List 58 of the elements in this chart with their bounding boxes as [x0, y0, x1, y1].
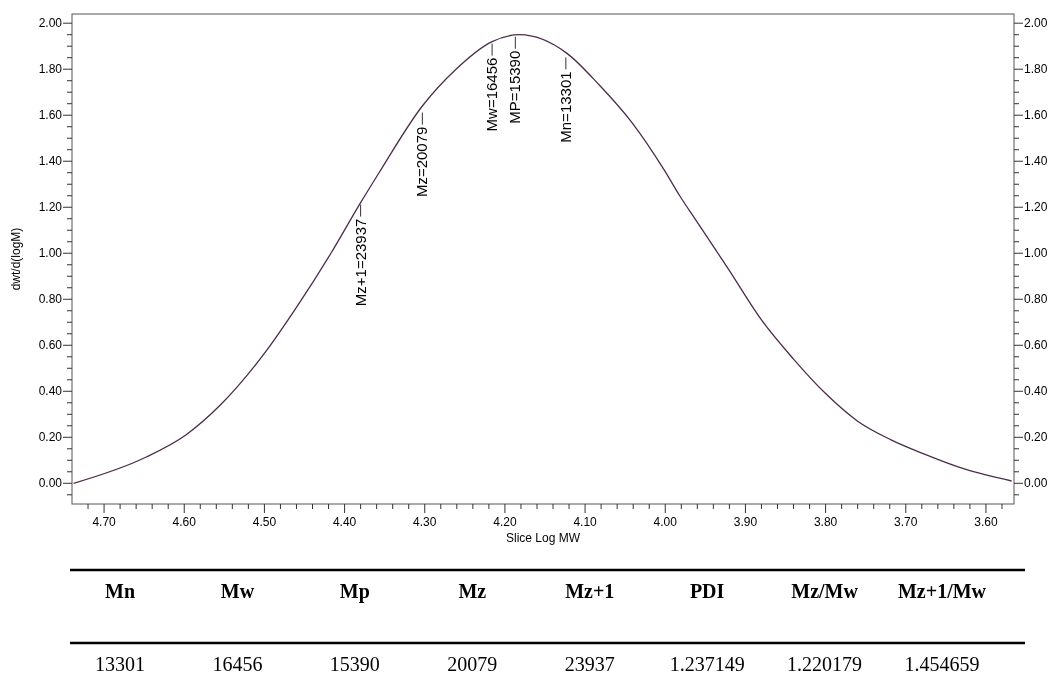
category-label: Mz+1/Mw — [897, 580, 987, 602]
y-tick-label: 0.80 — [38, 292, 63, 307]
x-tick-label: 4.60 — [172, 515, 197, 529]
x-tick-label: 4.40 — [332, 515, 357, 529]
y-tick-label: 1.00 — [38, 246, 63, 261]
annotation: Mz+1=23937 — [351, 218, 369, 307]
data-label: 1.220179 — [787, 653, 863, 675]
y2-tick-label: 1.00 — [1024, 246, 1048, 261]
category-label: Mn — [105, 580, 135, 602]
x-tick-label: 4.30 — [413, 515, 437, 529]
y2-tick-label: 0.20 — [1024, 430, 1048, 445]
x-tick-label: 4.70 — [92, 515, 117, 529]
x-tick-label: 3.80 — [813, 515, 838, 529]
y-tick-label: 1.40 — [38, 154, 63, 169]
data-label: 1.237149 — [669, 653, 745, 675]
y-tick-label: 0.40 — [38, 384, 63, 399]
y2-tick-label: 2.00 — [1024, 16, 1048, 31]
data-label: 1.454659 — [904, 653, 980, 675]
x-tick-label: 4.50 — [252, 515, 277, 529]
y-tick-label: 0.20 — [38, 430, 63, 445]
x-tick-label: 4.10 — [573, 515, 598, 529]
y2-tick-label: 0.40 — [1024, 384, 1048, 399]
y-tick-label: 1.20 — [38, 200, 63, 215]
y-axis-title: dwt/d(logM) — [9, 227, 23, 291]
y2-tick-label: 0.80 — [1024, 292, 1048, 307]
data-label: 15390 — [329, 653, 380, 675]
y-tick-label: 1.60 — [38, 108, 63, 123]
x-tick-label: 4.20 — [493, 515, 517, 529]
line-series — [72, 34, 1013, 484]
y-tick-label: 0.00 — [38, 476, 63, 491]
x-tick-label: 4.00 — [653, 515, 678, 529]
y-tick-label: 1.80 — [38, 62, 63, 77]
annotation: MP=15390 — [506, 50, 524, 124]
x-tick-label: 3.70 — [894, 515, 918, 529]
y2-tick-label: 1.40 — [1024, 154, 1048, 169]
annotation: Mw=16456 — [483, 57, 501, 132]
x-axis-title: Slice Log MW — [505, 531, 581, 545]
data-label: 23937 — [564, 653, 615, 675]
data-label: 13301 — [95, 653, 145, 675]
x-tick-label: 3.60 — [974, 515, 998, 529]
y2-tick-label: 0.60 — [1024, 338, 1048, 353]
data-label: 20079 — [447, 653, 498, 675]
y2-tick-label: 1.80 — [1024, 62, 1048, 77]
category-label: Mz+1 — [565, 580, 615, 602]
annotation: Mz=20079 — [413, 126, 431, 198]
category-label: Mz — [458, 580, 487, 602]
category-label: PDI — [689, 580, 725, 602]
category-label: Mz/Mw — [791, 580, 859, 602]
y-tick-label: 2.00 — [38, 16, 63, 31]
y2-tick-label: 1.60 — [1024, 108, 1048, 123]
data-label: 16456 — [212, 653, 263, 675]
category-label: Mw — [220, 580, 255, 602]
annotation: Mn=13301 — [556, 71, 574, 143]
category-label: Mp — [339, 580, 370, 603]
y2-tick-label: 0.00 — [1024, 476, 1048, 491]
y2-tick-label: 1.20 — [1024, 200, 1048, 215]
x-tick-label: 3.90 — [733, 515, 758, 529]
y-tick-label: 0.60 — [38, 338, 63, 353]
